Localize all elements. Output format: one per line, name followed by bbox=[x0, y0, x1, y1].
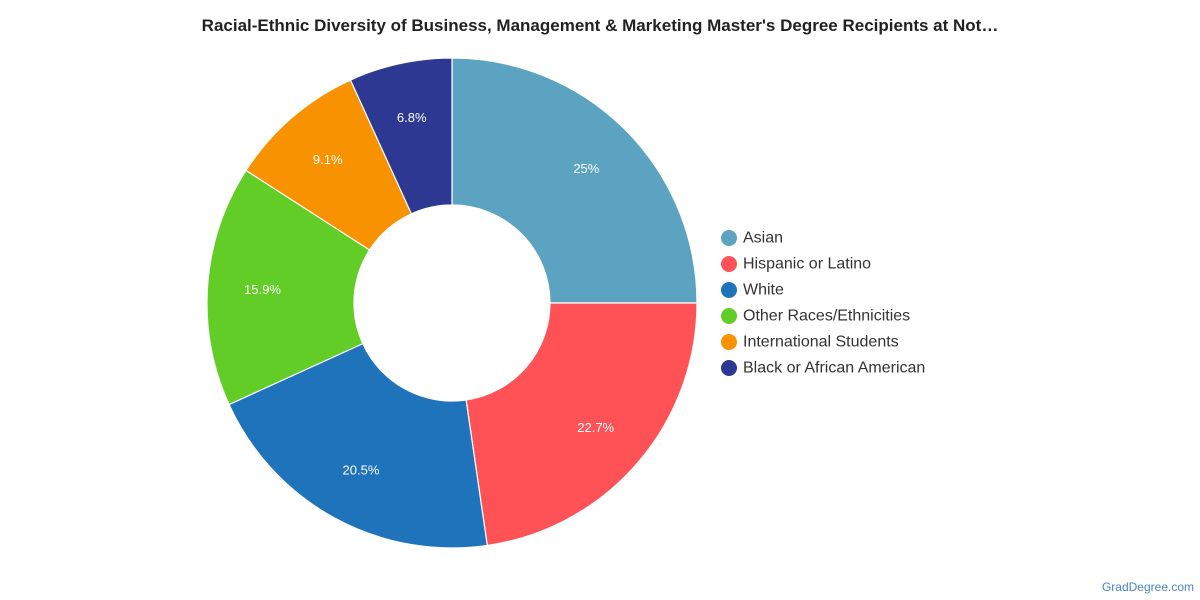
legend-marker-asian bbox=[721, 230, 737, 246]
legend-label-hispanic-or-latino: Hispanic or Latino bbox=[743, 256, 871, 273]
legend-item-asian[interactable]: Asian bbox=[721, 230, 783, 247]
slice-label-black-or-african-american: 6.8% bbox=[397, 110, 427, 125]
slice-label-asian: 25% bbox=[573, 161, 599, 176]
slice-label-other-races-ethnicities: 15.9% bbox=[244, 282, 281, 297]
slice-label-international-students: 9.1% bbox=[313, 152, 343, 167]
chart-title: Racial-Ethnic Diversity of Business, Man… bbox=[201, 16, 999, 35]
legend-marker-hispanic-or-latino bbox=[721, 256, 737, 272]
legend-marker-white bbox=[721, 282, 737, 298]
slice-labels-layer: 25% 22.7% 20.5% 15.9% 9.1% 6.8% bbox=[244, 110, 615, 477]
slice-asian[interactable] bbox=[451, 57, 698, 304]
slice-black-or-african-american[interactable] bbox=[349, 57, 453, 215]
watermark: GradDegree.com bbox=[1101, 580, 1194, 594]
slices-layer bbox=[206, 57, 698, 549]
legend-label-black-or-african-american: Black or African American bbox=[743, 360, 925, 377]
legend-item-white[interactable]: White bbox=[721, 282, 784, 299]
legend-marker-international-students bbox=[721, 334, 737, 350]
legend-label-white: White bbox=[743, 282, 784, 299]
legend: Asian Hispanic or Latino White Other Races/… bbox=[721, 230, 925, 377]
legend-marker-black-or-african-american bbox=[721, 360, 737, 376]
legend-item-hispanic-or-latino[interactable]: Hispanic or Latino bbox=[721, 256, 871, 273]
slice-other-races-ethnicities[interactable] bbox=[206, 169, 371, 406]
legend-label-other-races-ethnicities: Other Races/Ethnicities bbox=[743, 308, 910, 325]
slice-white[interactable] bbox=[228, 342, 488, 549]
legend-marker-other-races-ethnicities bbox=[721, 308, 737, 324]
slice-label-white: 20.5% bbox=[343, 462, 380, 477]
legend-item-other-races-ethnicities[interactable]: Other Races/Ethnicities bbox=[721, 308, 910, 325]
legend-label-international-students: International Students bbox=[743, 334, 899, 351]
legend-item-black-or-african-american[interactable]: Black or African American bbox=[721, 360, 925, 377]
legend-label-asian: Asian bbox=[743, 230, 783, 247]
slice-label-hispanic-or-latino: 22.7% bbox=[577, 420, 614, 435]
slice-hispanic-or-latino[interactable] bbox=[465, 302, 698, 547]
legend-item-international-students[interactable]: International Students bbox=[721, 334, 899, 351]
